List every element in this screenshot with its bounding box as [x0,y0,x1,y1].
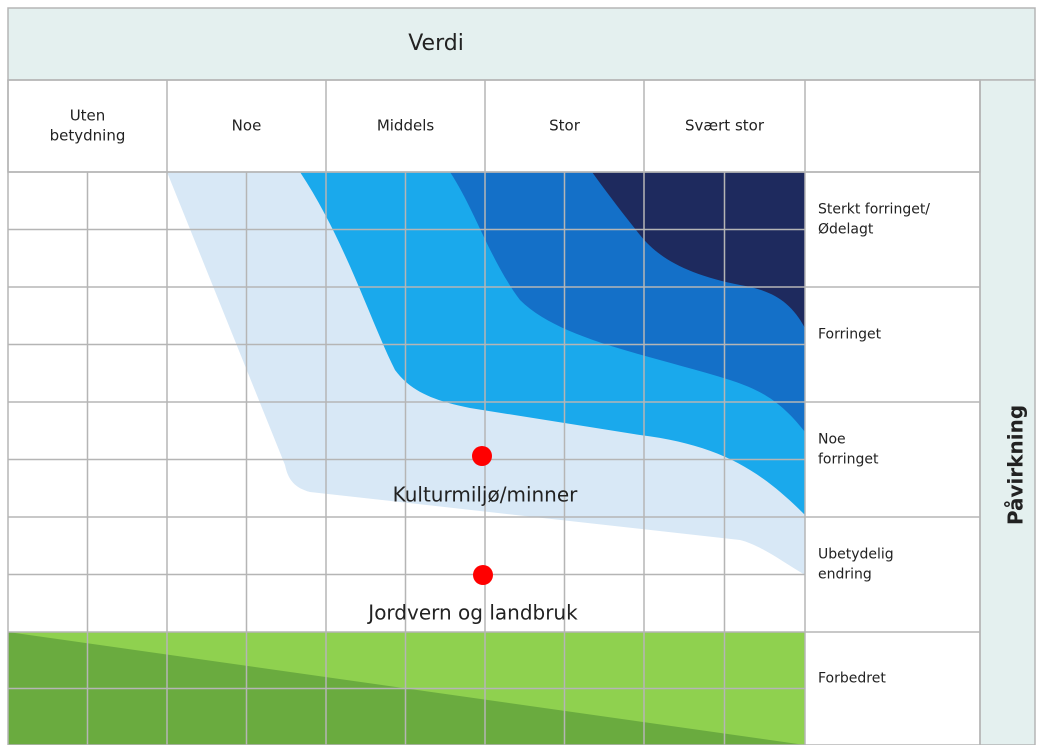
column-label: Svært stor [685,117,765,135]
row-label: Forringet [818,327,882,343]
point [472,446,492,466]
point-label: Kulturmiljø/minner [393,483,579,507]
column-label: betydning [50,127,126,145]
column-label: Noe [232,117,262,135]
labels: Uten betydning Noe Middels Stor Svært stor Ste… [50,107,931,687]
column-label: Middels [377,117,435,135]
point [473,565,493,585]
side-label: Påvirkning [1004,405,1028,525]
header-row [7,79,981,173]
grid [7,79,981,745]
row-label: Forbedret [818,671,886,687]
row-label: Ødelagt [818,222,874,238]
zone-navy [592,172,805,328]
column-label: Stor [549,117,581,135]
header-title: Verdi [408,31,464,56]
point-label: Jordvern og landbruk [366,601,578,625]
side-band [979,79,1036,745]
row-label: forringet [818,452,879,468]
zones [8,172,805,745]
column-label: Uten [70,107,106,125]
row-label: Noe [818,432,846,448]
row-label: Ubetydelig [818,547,894,563]
header-band [7,7,1036,81]
row-label: Sterkt forringet/ [818,202,930,218]
row-label: endring [818,567,872,583]
